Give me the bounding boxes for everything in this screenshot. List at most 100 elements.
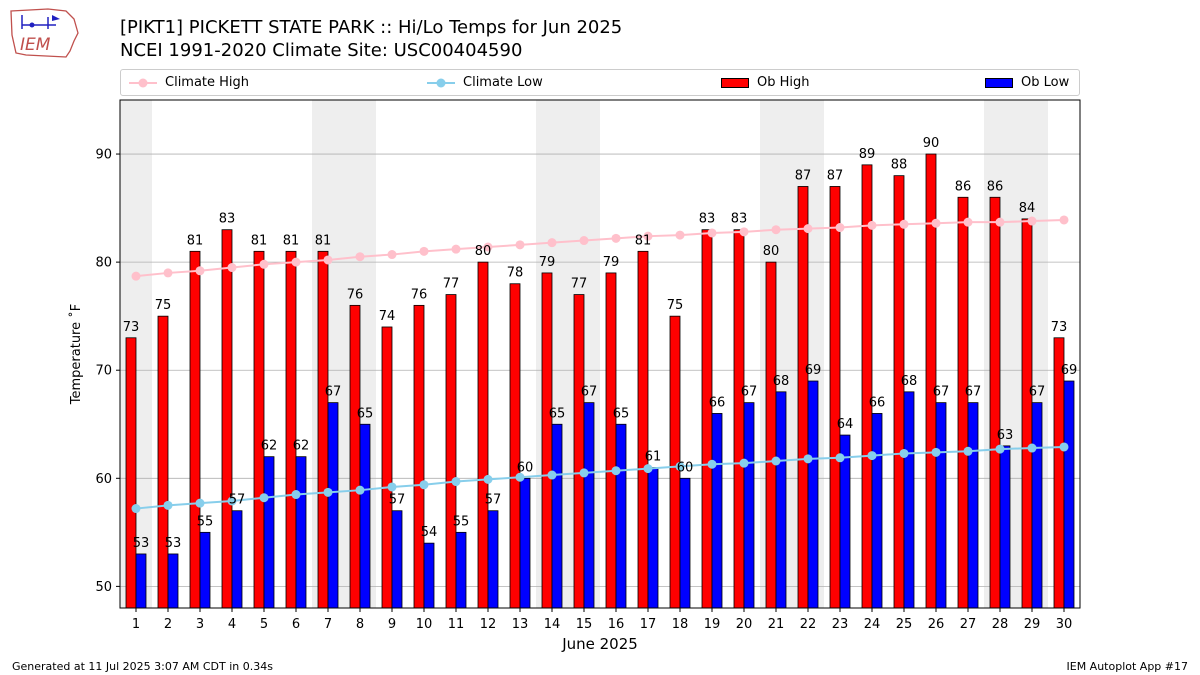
ob-high-label: 88 (891, 158, 908, 173)
ob-high-bar (573, 294, 585, 609)
climate-high-point (867, 220, 877, 230)
climate-low-point (451, 477, 461, 487)
climate-high-point (643, 231, 653, 241)
ob-low-label: 67 (933, 385, 950, 400)
x-tick-label: 6 (292, 617, 300, 632)
ob-low-label: 68 (773, 374, 790, 389)
ob-high-label: 77 (571, 277, 588, 292)
climate-low-point (227, 496, 237, 506)
climate-low-point (355, 485, 365, 495)
ob-low-bar (999, 445, 1011, 609)
x-tick-label: 10 (416, 617, 433, 632)
y-axis-label: Temperature ˚F (68, 304, 84, 405)
ob-low-bar (903, 391, 915, 609)
ob-high-label: 83 (219, 212, 236, 227)
climate-high-point (1027, 216, 1037, 226)
climate-low-point (707, 459, 717, 469)
ob-low-bar (455, 531, 467, 609)
plot-frame (119, 99, 1081, 609)
ob-high-label: 81 (315, 233, 332, 248)
chart-subtitle: NCEI 1991-2020 Climate Site: USC00404590 (120, 40, 523, 61)
x-tick-label: 15 (576, 617, 593, 632)
climate-low-point (1059, 442, 1069, 452)
climate-high-point (995, 217, 1005, 227)
climate-low-point (899, 448, 909, 458)
climate-low-point (835, 453, 845, 463)
iem-logo: IEM (10, 8, 79, 58)
ob-high-label: 75 (667, 298, 684, 313)
ob-high-label: 86 (987, 179, 1004, 194)
climate-high-point (227, 263, 237, 273)
ob-low-label: 66 (709, 395, 726, 410)
climate-high-point (547, 238, 557, 248)
x-tick-label: 4 (228, 617, 236, 632)
ob-high-label: 81 (187, 233, 204, 248)
ob-low-label: 62 (293, 439, 310, 454)
x-tick-label: 16 (608, 617, 625, 632)
climate-low-point (131, 504, 141, 514)
x-tick-label: 26 (928, 617, 945, 632)
climate-high-point (771, 225, 781, 235)
y-tick-label: 80 (95, 256, 112, 271)
climate-high-point (515, 240, 525, 250)
x-tick-label: 25 (896, 617, 913, 632)
ob-low-label: 67 (1029, 385, 1046, 400)
ob-low-bar (295, 456, 307, 609)
ob-high-bar (797, 186, 809, 609)
ob-high-label: 76 (411, 287, 428, 302)
legend: Climate High Climate Low Ob High Ob Low (120, 69, 1080, 96)
ob-low-label: 65 (549, 406, 566, 421)
climate-high-line (135, 218, 1065, 278)
legend-item-climate-low: Climate Low (427, 70, 543, 95)
ob-low-label: 68 (901, 374, 918, 389)
legend-label-climate-high: Climate High (165, 75, 250, 90)
ob-high-bar (189, 250, 201, 609)
ob-low-bar (967, 402, 979, 609)
ob-high-label: 76 (347, 287, 364, 302)
ob-high-label: 79 (539, 255, 556, 270)
climate-low-point (195, 498, 205, 508)
ob-high-label: 84 (1019, 201, 1036, 216)
ob-low-bar (199, 531, 211, 609)
climate-low-point (995, 444, 1005, 454)
ob-low-label: 55 (453, 514, 470, 529)
x-tick-label: 28 (992, 617, 1009, 632)
ob-high-bar (285, 250, 297, 609)
ob-high-label: 81 (251, 233, 268, 248)
ob-high-label: 74 (379, 309, 396, 324)
climate-high-point (195, 266, 205, 276)
ob-high-bar (253, 250, 265, 609)
climate-low-point (643, 464, 653, 474)
ob-high-bar (1053, 337, 1065, 609)
climate-high-point (899, 219, 909, 229)
y-tick-label: 70 (95, 364, 112, 379)
ob-low-bar (647, 467, 659, 609)
logo-text: IEM (20, 35, 51, 55)
ob-low-label: 67 (965, 385, 982, 400)
climate-low-point (867, 451, 877, 461)
climate-low-point (323, 487, 333, 497)
climate-low-swatch-icon (427, 78, 455, 87)
x-tick-label: 27 (960, 617, 977, 632)
ob-low-label: 57 (485, 493, 502, 508)
ob-high-bar (445, 294, 457, 609)
chart-title: [PIKT1] PICKETT STATE PARK :: Hi/Lo Temp… (120, 17, 623, 38)
climate-high-point (835, 223, 845, 233)
ob-low-bar (359, 423, 371, 609)
ob-high-bar (605, 272, 617, 609)
ob-high-bar (349, 304, 361, 609)
ob-high-label: 77 (443, 277, 460, 292)
x-tick-label: 9 (388, 617, 396, 632)
climate-low-point (675, 461, 685, 471)
climate-low-point (259, 493, 269, 503)
ob-high-label: 80 (475, 244, 492, 259)
x-tick-label: 8 (356, 617, 364, 632)
climate-low-point (387, 482, 397, 492)
climate-high-point (739, 227, 749, 237)
ob-low-label: 63 (997, 428, 1014, 443)
climate-high-point (579, 236, 589, 246)
ob-high-bar (989, 196, 1001, 609)
climate-low-point (803, 454, 813, 464)
x-tick-label: 2 (164, 617, 172, 632)
ob-low-bar (743, 402, 755, 609)
